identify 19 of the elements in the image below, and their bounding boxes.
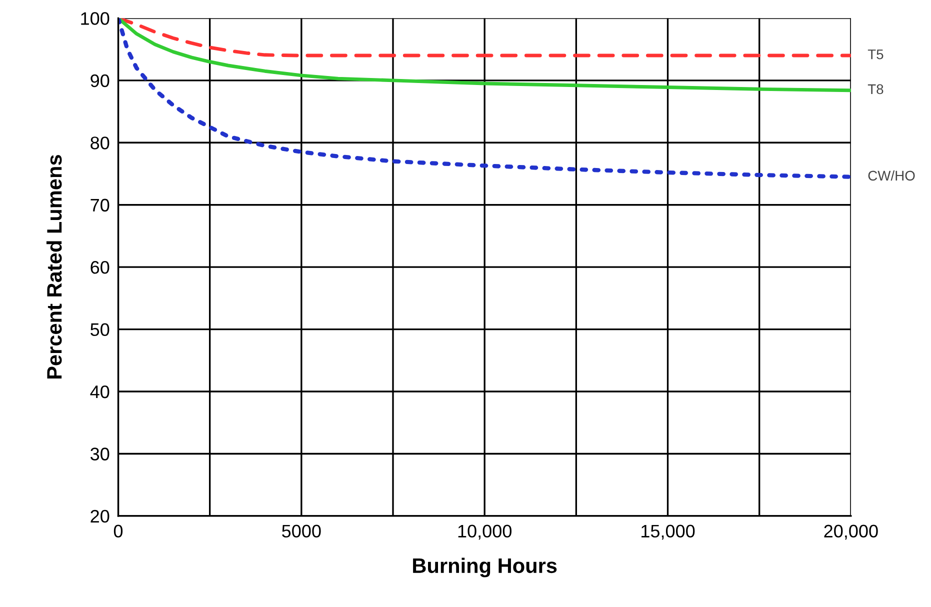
series-label: T5: [868, 50, 884, 60]
y-tick-label: 20: [90, 510, 110, 523]
x-tick-label: 0: [114, 524, 123, 538]
y-tick-label: 50: [90, 323, 110, 336]
y-axis-title: Percent Rated Lumens: [46, 155, 62, 379]
y-tick-label: 70: [90, 198, 110, 212]
x-axis-title: Burning Hours: [413, 558, 557, 578]
x-tick-label: 10,000: [458, 524, 512, 540]
series-label: CW/HO: [868, 170, 915, 181]
y-tick-label: 30: [90, 448, 110, 460]
series-label: T8: [868, 84, 884, 94]
x-tick-label: 20,000: [824, 524, 878, 540]
y-tick-label: 60: [90, 261, 110, 274]
y-tick-label: 80: [90, 136, 110, 150]
x-tick-label: 5000: [282, 524, 321, 538]
y-tick-label: 100: [81, 12, 110, 25]
y-tick-label: 90: [90, 74, 110, 88]
y-tick-label: 40: [90, 385, 110, 398]
x-tick-label: 15,000: [642, 524, 695, 540]
